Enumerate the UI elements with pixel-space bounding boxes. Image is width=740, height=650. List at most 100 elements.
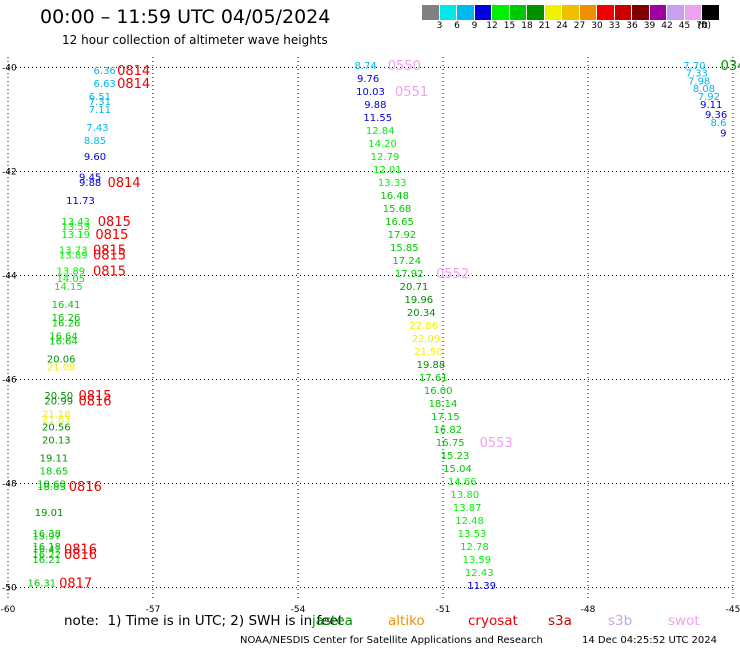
y-tick-label: -44 bbox=[2, 271, 17, 281]
pass-time-label: 0817 bbox=[59, 576, 92, 591]
wave-height-value: 15.04 bbox=[443, 464, 472, 475]
wave-height-value: 21.18 bbox=[42, 409, 71, 420]
color-scale-swatch bbox=[457, 5, 475, 20]
wave-height-value: 15.23 bbox=[441, 451, 470, 462]
color-scale-label: 30 bbox=[591, 21, 603, 31]
color-scale-swatch bbox=[439, 5, 457, 20]
pass-time-label: 0814 bbox=[107, 176, 140, 191]
wave-height-value: 9.88 bbox=[79, 178, 101, 189]
wave-height-value: 13.59 bbox=[463, 555, 492, 566]
wave-height-value: 22.09 bbox=[412, 334, 441, 345]
color-scale-swatch bbox=[597, 5, 615, 20]
wave-height-value: 15.85 bbox=[390, 243, 419, 254]
wave-height-value: 12.84 bbox=[366, 126, 395, 137]
color-scale-swatch bbox=[527, 5, 545, 20]
wave-height-value: 17.92 bbox=[388, 230, 417, 241]
wave-height-value: 6.51 bbox=[89, 92, 111, 103]
wave-height-value: 16.26 bbox=[52, 318, 81, 329]
wave-height-value: 16.82 bbox=[434, 425, 463, 436]
wave-height-value: 13.43 bbox=[61, 217, 90, 228]
color-scale-label: 24 bbox=[556, 21, 568, 31]
pass-time-label: 0816 bbox=[69, 480, 102, 495]
pass-time-label: 0816 bbox=[78, 394, 111, 409]
wave-height-value: 17.24 bbox=[392, 256, 421, 267]
color-scale-label: 33 bbox=[608, 21, 621, 31]
wave-height-value: 16.00 bbox=[424, 386, 453, 397]
color-scale-swatch bbox=[509, 5, 527, 20]
wave-height-value: 21.50 bbox=[414, 347, 443, 358]
pass-time-label: 034 bbox=[721, 59, 740, 74]
wave-height-value: 12.79 bbox=[371, 152, 400, 163]
pass-time-label: 0815 bbox=[78, 389, 111, 404]
wave-height-value: 12.01 bbox=[373, 165, 402, 176]
mission-label: s3a bbox=[548, 613, 572, 629]
y-tick-label: -50 bbox=[2, 584, 17, 594]
wave-height-value: 22.86 bbox=[409, 321, 438, 332]
pass-time-label: 0550 bbox=[388, 59, 421, 74]
wave-height-value: 12.43 bbox=[465, 568, 494, 579]
wave-height-value: 7.43 bbox=[86, 123, 108, 134]
footer-note: note: 1) Time is in UTC; 2) SWH is in fe… bbox=[64, 613, 344, 629]
color-scale-swatch bbox=[579, 5, 597, 20]
y-tick-label: -46 bbox=[2, 376, 17, 386]
wave-height-value: 7.70 bbox=[683, 61, 705, 72]
color-scale-swatch bbox=[632, 5, 650, 20]
wave-height-value: 17.61 bbox=[419, 373, 448, 384]
color-scale-swatch bbox=[474, 5, 492, 20]
color-scale-label: 3 bbox=[436, 21, 443, 31]
credit-text: NOAA/NESDIS Center for Satellite Applica… bbox=[240, 635, 543, 646]
wave-height-value: 8.74 bbox=[355, 61, 377, 72]
wave-height-value: 20.06 bbox=[47, 355, 76, 366]
wave-height-value: 16.64 bbox=[49, 331, 78, 342]
wave-height-value: 13.87 bbox=[453, 503, 482, 514]
color-scale-swatch bbox=[422, 5, 440, 20]
pass-time-label: 0816 bbox=[64, 548, 97, 563]
wave-height-value: 13.19 bbox=[61, 230, 90, 241]
wave-height-value: 7.98 bbox=[688, 76, 710, 87]
wave-height-value: 13.53 bbox=[61, 222, 90, 233]
wave-height-value: 14.15 bbox=[54, 282, 83, 293]
y-tick-label: -40 bbox=[2, 63, 17, 73]
page-title: 00:00 – 11:59 UTC 04/05/2024 bbox=[40, 6, 331, 28]
wave-height-value: 17.92 bbox=[395, 269, 424, 280]
wave-height-value: 18.65 bbox=[40, 467, 69, 478]
wave-height-value: 16.65 bbox=[385, 217, 414, 228]
wave-height-value: 21.83 bbox=[42, 415, 71, 426]
pass-time-label: 0815 bbox=[93, 243, 126, 258]
wave-height-value: 16.21 bbox=[32, 555, 61, 566]
color-scale-swatch bbox=[562, 5, 580, 20]
mission-label: cryosat bbox=[468, 613, 518, 629]
generated-timestamp: 14 Dec 04:25:52 UTC 2024 bbox=[582, 635, 717, 646]
page-subtitle: 12 hour collection of altimeter wave hei… bbox=[62, 33, 328, 47]
wave-height-value: 19.88 bbox=[417, 360, 446, 371]
wave-height-value: 18.14 bbox=[429, 399, 458, 410]
wave-height-value: 16.18 bbox=[32, 542, 61, 553]
y-tick-label: -48 bbox=[2, 480, 17, 490]
mission-label: altiko bbox=[388, 613, 425, 629]
wave-height-value: 20.50 bbox=[44, 391, 73, 402]
wave-height-value: 9.36 bbox=[705, 110, 727, 121]
wave-height-value: 13.73 bbox=[59, 245, 88, 256]
wave-height-value: 16.31 bbox=[28, 578, 57, 589]
wave-height-value: 19.11 bbox=[40, 454, 69, 465]
wave-height-value: 16.48 bbox=[380, 191, 409, 202]
wave-height-value: 7.31 bbox=[89, 97, 111, 108]
color-scale-swatch bbox=[492, 5, 510, 20]
mission-label: jastea bbox=[312, 613, 353, 629]
color-scale-swatch bbox=[684, 5, 702, 20]
pass-time-label: 0815 bbox=[93, 264, 126, 279]
wave-height-value: 13.53 bbox=[458, 529, 487, 540]
mission-label: s3b bbox=[608, 613, 633, 629]
wave-height-value: 20.13 bbox=[42, 435, 71, 446]
wave-height-value: 9 bbox=[720, 128, 726, 139]
wave-height-value: 13.33 bbox=[378, 178, 407, 189]
wave-height-value: 8.85 bbox=[84, 136, 106, 147]
color-scale-legend bbox=[422, 5, 720, 20]
pass-time-label: 0551 bbox=[395, 85, 428, 100]
wave-height-value: 20.34 bbox=[407, 308, 436, 319]
mission-label: swot bbox=[668, 613, 700, 629]
wave-height-value: 15.68 bbox=[383, 204, 412, 215]
wave-height-value: 7.33 bbox=[686, 69, 708, 80]
wave-height-value: 16.22 bbox=[32, 550, 61, 561]
wave-height-value: 11.55 bbox=[363, 113, 392, 124]
